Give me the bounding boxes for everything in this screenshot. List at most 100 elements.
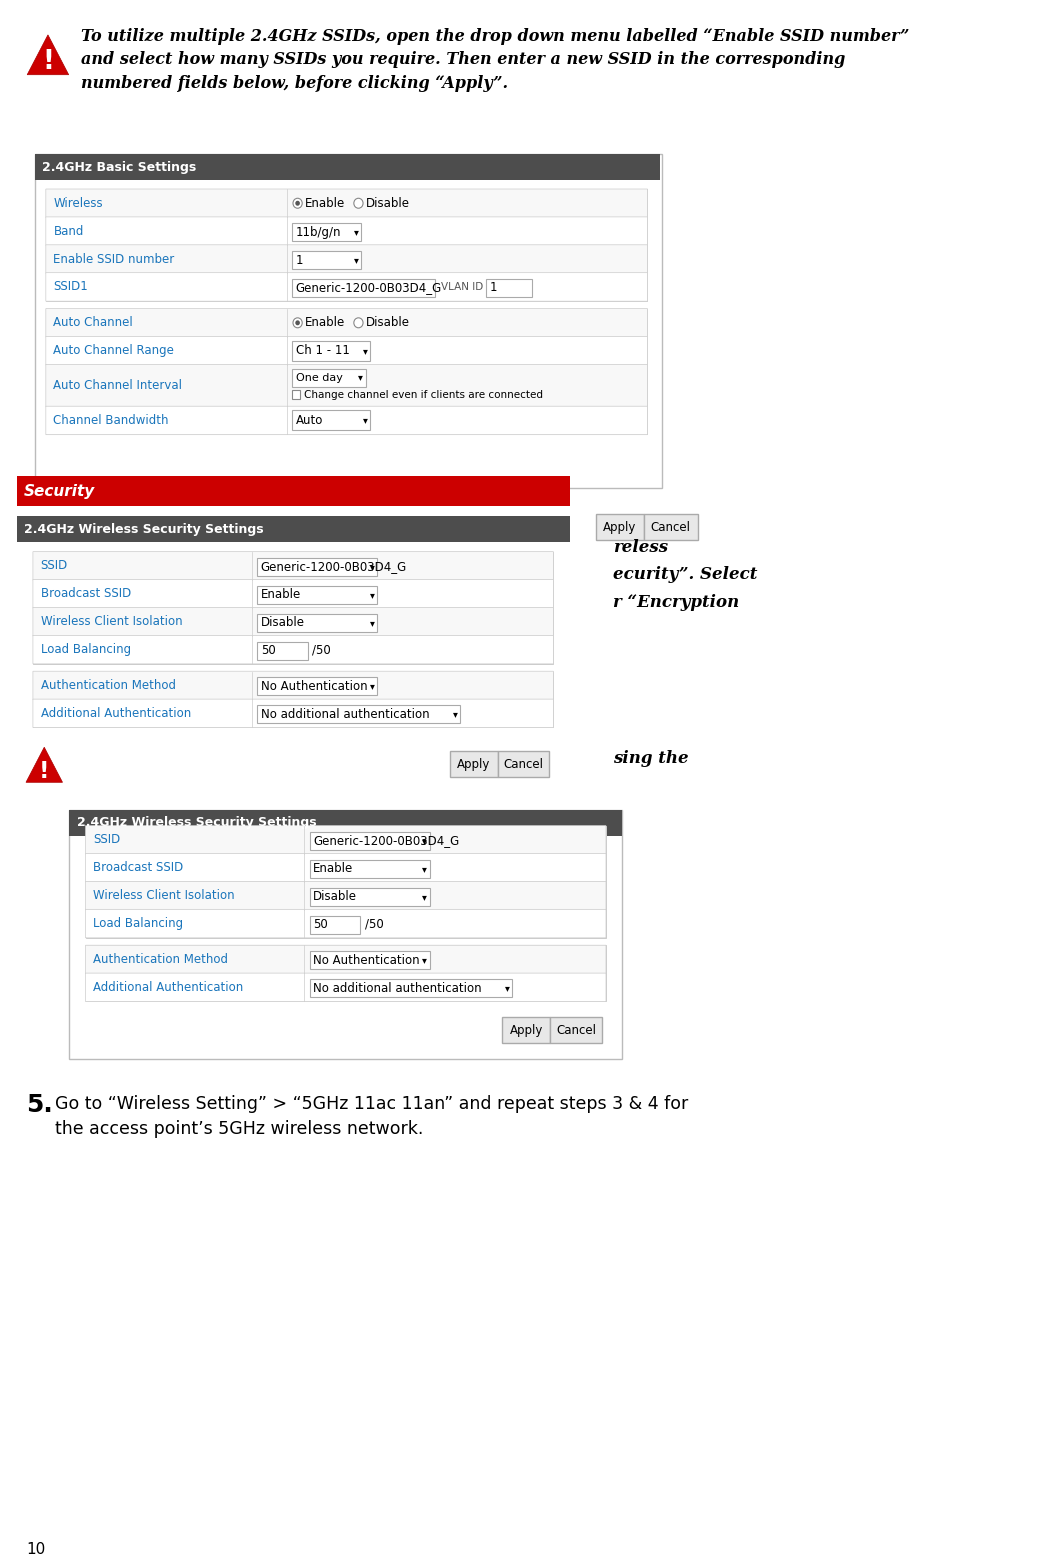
- Text: ▾: ▾: [354, 228, 358, 237]
- FancyBboxPatch shape: [33, 699, 554, 727]
- Text: 11b/g/n: 11b/g/n: [295, 226, 342, 239]
- FancyBboxPatch shape: [46, 245, 647, 273]
- Text: Cancel: Cancel: [556, 1023, 596, 1037]
- Polygon shape: [27, 34, 68, 75]
- Text: One day: One day: [295, 373, 343, 382]
- Text: Apply: Apply: [603, 521, 636, 534]
- Text: /50: /50: [312, 643, 331, 657]
- Text: /50: /50: [365, 917, 384, 930]
- Text: Broadcast SSID: Broadcast SSID: [94, 861, 183, 874]
- Text: No Authentication: No Authentication: [313, 955, 420, 967]
- Text: Load Balancing: Load Balancing: [41, 643, 130, 657]
- Text: Change channel even if clients are connected: Change channel even if clients are conne…: [304, 390, 543, 399]
- Circle shape: [354, 198, 363, 207]
- Text: sing the: sing the: [613, 750, 688, 768]
- Text: !: !: [39, 760, 49, 783]
- Text: ▾: ▾: [363, 346, 368, 356]
- Text: Band: Band: [54, 225, 84, 237]
- FancyBboxPatch shape: [257, 677, 377, 696]
- FancyBboxPatch shape: [292, 251, 362, 268]
- Text: ▾: ▾: [423, 836, 427, 846]
- Text: Enable SSID number: Enable SSID number: [54, 253, 174, 265]
- FancyBboxPatch shape: [257, 705, 460, 724]
- Text: Wireless: Wireless: [54, 197, 103, 209]
- FancyBboxPatch shape: [85, 853, 606, 881]
- FancyBboxPatch shape: [85, 825, 606, 855]
- FancyBboxPatch shape: [85, 945, 606, 973]
- Text: Broadcast SSID: Broadcast SSID: [41, 587, 130, 601]
- FancyBboxPatch shape: [46, 406, 647, 435]
- FancyBboxPatch shape: [257, 558, 377, 576]
- FancyBboxPatch shape: [310, 888, 430, 906]
- Text: !: !: [42, 50, 54, 75]
- Text: 10: 10: [26, 1543, 45, 1557]
- Text: Authentication Method: Authentication Method: [41, 679, 176, 693]
- Text: reless
ecurity”. Select
r “Encryption: reless ecurity”. Select r “Encryption: [613, 540, 758, 612]
- FancyBboxPatch shape: [34, 552, 553, 663]
- FancyBboxPatch shape: [310, 916, 360, 933]
- FancyBboxPatch shape: [33, 607, 554, 636]
- Text: Enable: Enable: [313, 863, 353, 875]
- Text: Authentication Method: Authentication Method: [94, 953, 228, 966]
- Circle shape: [293, 318, 303, 328]
- FancyBboxPatch shape: [257, 613, 377, 632]
- Text: To utilize multiple 2.4GHz SSIDs, open the drop down menu labelled “Enable SSID : To utilize multiple 2.4GHz SSIDs, open t…: [81, 28, 909, 92]
- Text: ▾: ▾: [370, 618, 374, 627]
- Polygon shape: [26, 747, 62, 782]
- Text: ▾: ▾: [358, 373, 364, 382]
- Text: 2.4GHz Wireless Security Settings: 2.4GHz Wireless Security Settings: [24, 523, 264, 535]
- Text: 1: 1: [295, 254, 304, 267]
- FancyBboxPatch shape: [310, 860, 430, 878]
- Text: ▾: ▾: [354, 254, 358, 265]
- Text: ▾: ▾: [363, 415, 368, 426]
- FancyBboxPatch shape: [450, 752, 498, 777]
- FancyBboxPatch shape: [46, 189, 647, 301]
- FancyBboxPatch shape: [69, 810, 622, 1059]
- Text: No Authentication: No Authentication: [261, 680, 368, 693]
- Text: Enable: Enable: [305, 197, 345, 209]
- FancyBboxPatch shape: [46, 189, 647, 217]
- Text: SSID: SSID: [94, 833, 121, 847]
- FancyBboxPatch shape: [17, 476, 570, 505]
- Text: ▾: ▾: [453, 710, 457, 719]
- Text: Additional Authentication: Additional Authentication: [94, 981, 244, 994]
- FancyBboxPatch shape: [46, 337, 647, 365]
- Text: Disable: Disable: [261, 616, 305, 629]
- Text: Disable: Disable: [366, 197, 410, 209]
- FancyBboxPatch shape: [69, 810, 622, 836]
- Text: Wireless Client Isolation: Wireless Client Isolation: [41, 615, 182, 629]
- Text: Apply: Apply: [457, 758, 491, 771]
- FancyBboxPatch shape: [498, 752, 550, 777]
- Text: 50: 50: [261, 644, 275, 657]
- FancyBboxPatch shape: [46, 365, 647, 407]
- FancyBboxPatch shape: [86, 945, 605, 1002]
- Text: No additional authentication: No additional authentication: [261, 708, 430, 721]
- Text: SSID1: SSID1: [54, 281, 88, 293]
- Text: Cancel: Cancel: [503, 758, 543, 771]
- FancyBboxPatch shape: [292, 223, 362, 242]
- Text: ▾: ▾: [370, 590, 374, 599]
- Text: Apply: Apply: [510, 1023, 543, 1037]
- Text: Enable: Enable: [305, 317, 345, 329]
- FancyBboxPatch shape: [33, 635, 554, 665]
- Text: Cancel: Cancel: [651, 521, 691, 534]
- Text: 1: 1: [490, 281, 497, 295]
- Circle shape: [295, 320, 300, 326]
- Text: Auto Channel Range: Auto Channel Range: [54, 345, 174, 357]
- Text: Auto: Auto: [295, 413, 323, 427]
- Circle shape: [295, 201, 300, 206]
- FancyBboxPatch shape: [292, 340, 370, 360]
- FancyBboxPatch shape: [257, 641, 308, 660]
- Text: 2.4GHz Wireless Security Settings: 2.4GHz Wireless Security Settings: [77, 816, 316, 830]
- FancyBboxPatch shape: [486, 279, 532, 296]
- Text: ▾: ▾: [423, 955, 427, 966]
- FancyBboxPatch shape: [33, 671, 554, 700]
- Circle shape: [354, 318, 363, 328]
- FancyBboxPatch shape: [35, 154, 662, 488]
- FancyBboxPatch shape: [85, 881, 606, 909]
- FancyBboxPatch shape: [292, 410, 370, 431]
- FancyBboxPatch shape: [46, 273, 647, 301]
- Text: ▾: ▾: [423, 892, 427, 902]
- FancyBboxPatch shape: [551, 1017, 602, 1044]
- Text: ▾: ▾: [506, 983, 510, 994]
